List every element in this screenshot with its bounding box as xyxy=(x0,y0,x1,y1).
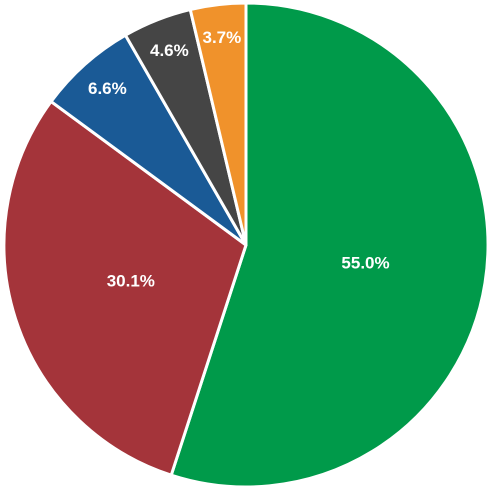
slice-label: 4.6% xyxy=(150,41,189,60)
slice-label: 55.0% xyxy=(341,253,389,272)
slice-label: 3.7% xyxy=(202,28,241,47)
pie-slice xyxy=(169,1,490,489)
slice-label: 30.1% xyxy=(107,272,155,291)
pie-slice xyxy=(2,100,248,477)
slice-label: 6.6% xyxy=(88,79,127,98)
pie-slice xyxy=(188,1,248,247)
